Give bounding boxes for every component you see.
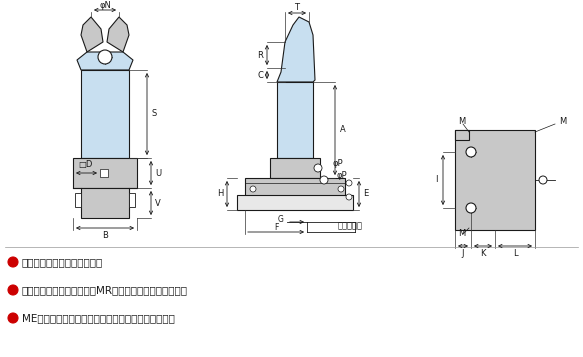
Text: 取付台と平行に移動します。: 取付台と平行に移動します。 bbox=[22, 257, 103, 267]
Text: K: K bbox=[480, 248, 486, 257]
Bar bbox=[73, 158, 137, 188]
Circle shape bbox=[320, 176, 328, 184]
Bar bbox=[237, 195, 353, 210]
Text: ME型で切断能力が不足する場合にご使用ください。: ME型で切断能力が不足する場合にご使用ください。 bbox=[22, 313, 175, 323]
Bar bbox=[81, 70, 129, 158]
Bar bbox=[455, 130, 535, 230]
Bar bbox=[81, 188, 129, 218]
Text: 替刊は標準型エアーニッパMR型の替刊が使用できます。: 替刊は標準型エアーニッパMR型の替刊が使用できます。 bbox=[22, 285, 188, 295]
Circle shape bbox=[346, 194, 352, 200]
Text: M: M bbox=[458, 117, 465, 126]
Text: F: F bbox=[274, 223, 278, 232]
Text: φP: φP bbox=[337, 171, 347, 181]
Polygon shape bbox=[77, 52, 133, 70]
Bar bbox=[75, 193, 81, 207]
Circle shape bbox=[346, 180, 352, 186]
Text: φP: φP bbox=[333, 159, 343, 167]
Text: S: S bbox=[152, 110, 157, 119]
Text: V: V bbox=[155, 198, 161, 207]
Text: I: I bbox=[435, 176, 437, 185]
Circle shape bbox=[8, 257, 18, 267]
Text: J: J bbox=[462, 248, 464, 257]
Circle shape bbox=[8, 285, 18, 295]
Bar bbox=[270, 158, 320, 178]
Text: R: R bbox=[257, 50, 263, 60]
Text: B: B bbox=[102, 231, 108, 241]
Text: T: T bbox=[294, 2, 300, 11]
Text: ストローク: ストローク bbox=[338, 221, 363, 231]
Circle shape bbox=[539, 176, 547, 184]
Bar bbox=[277, 82, 313, 158]
Bar bbox=[129, 193, 135, 207]
Text: M: M bbox=[559, 117, 566, 126]
Text: □D: □D bbox=[78, 161, 92, 170]
Polygon shape bbox=[455, 130, 469, 140]
Text: A: A bbox=[340, 126, 346, 135]
Text: C: C bbox=[257, 70, 263, 80]
Circle shape bbox=[338, 186, 344, 192]
Circle shape bbox=[466, 203, 476, 213]
Bar bbox=[100, 169, 108, 177]
Text: U: U bbox=[155, 169, 161, 177]
Circle shape bbox=[314, 164, 322, 172]
Polygon shape bbox=[277, 17, 315, 82]
Polygon shape bbox=[107, 17, 129, 52]
Text: φN: φN bbox=[99, 0, 111, 10]
Circle shape bbox=[98, 50, 112, 64]
Text: G: G bbox=[278, 215, 284, 223]
Circle shape bbox=[466, 147, 476, 157]
Text: L: L bbox=[512, 248, 517, 257]
Bar bbox=[245, 178, 345, 200]
Polygon shape bbox=[81, 17, 103, 52]
Circle shape bbox=[8, 313, 18, 323]
Text: M: M bbox=[458, 230, 465, 238]
Circle shape bbox=[250, 186, 256, 192]
Text: H: H bbox=[217, 190, 223, 198]
Text: E: E bbox=[363, 190, 368, 198]
